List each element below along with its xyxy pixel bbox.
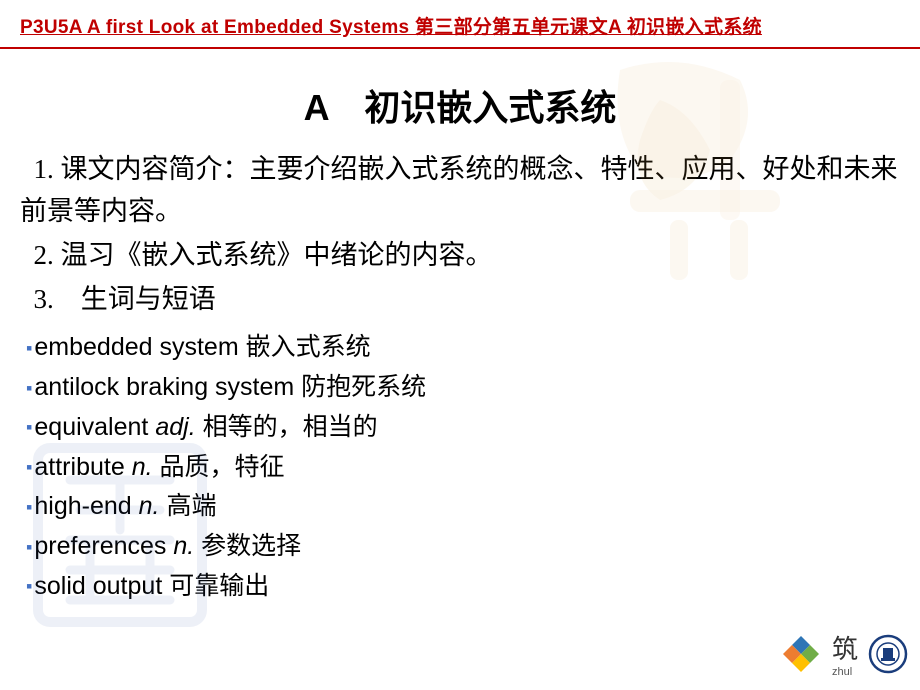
vocab-cn: 参数选择 [201, 533, 301, 560]
bullet-icon: ▪ [26, 454, 32, 482]
vocab-term: attribute [34, 453, 124, 481]
slide-title: A 初识嵌入式系统 [0, 79, 920, 131]
vocab-item: ▪solid output 可靠输出 [26, 567, 900, 607]
bullet-icon: ▪ [26, 414, 32, 442]
vocab-term: preferences [34, 532, 173, 560]
diamond-logo-icon [780, 633, 822, 675]
vocab-item: ▪preferences n. 参数选择 [26, 527, 900, 567]
paragraph-2: 2. 温习《嵌入式系统》中绪论的内容。 [20, 235, 900, 277]
vocab-pos: n. [139, 492, 160, 520]
vocab-list: ▪embedded system 嵌入式系统 ▪antilock braking… [20, 328, 900, 606]
university-seal-icon [868, 634, 908, 674]
vocab-cn: 可靠输出 [169, 573, 269, 600]
bullet-icon: ▪ [26, 494, 32, 522]
logo-subtext: zhul [832, 666, 858, 678]
vocab-term: antilock braking system [34, 373, 294, 401]
footer-logos: 筑 zhul [780, 629, 908, 678]
bullet-icon: ▪ [26, 375, 32, 403]
vocab-cn: 嵌入式系统 [246, 334, 371, 361]
vocab-item: ▪antilock braking system 防抱死系统 [26, 368, 900, 408]
vocab-term: solid output [34, 572, 162, 600]
bullet-icon: ▪ [26, 534, 32, 562]
vocab-item: ▪high-end n. 高端 [26, 487, 900, 527]
vocab-pos: n. [173, 532, 194, 560]
paragraph-1: 1. 课文内容简介：主要介绍嵌入式系统的概念、特性、应用、好处和未来前景等内容。 [20, 149, 900, 233]
vocab-cn: 高端 [166, 493, 216, 520]
vocab-cn: 防抱死系统 [301, 374, 426, 401]
vocab-term: equivalent [34, 413, 148, 441]
vocab-cn: 品质，特征 [160, 454, 285, 481]
logo-text: 筑 [832, 629, 858, 666]
logo-text-block: 筑 zhul [832, 629, 858, 678]
vocab-term: embedded system [34, 333, 238, 361]
vocab-pos: adj. [155, 413, 195, 441]
slide-header: P3U5A A first Look at Embedded Systems 第… [0, 0, 920, 49]
vocab-cn: 相等的，相当的 [203, 414, 378, 441]
paragraph-3: 3. 生词与短语 [20, 279, 900, 321]
vocab-pos: n. [132, 453, 153, 481]
vocab-item: ▪attribute n. 品质，特征 [26, 448, 900, 488]
vocab-term: high-end [34, 492, 131, 520]
content-area: 1. 课文内容简介：主要介绍嵌入式系统的概念、特性、应用、好处和未来前景等内容。… [0, 149, 920, 607]
header-text: P3U5A A first Look at Embedded Systems 第… [20, 17, 762, 38]
bullet-icon: ▪ [26, 335, 32, 363]
bullet-icon: ▪ [26, 573, 32, 601]
vocab-item: ▪equivalent adj. 相等的，相当的 [26, 408, 900, 448]
vocab-item: ▪embedded system 嵌入式系统 [26, 328, 900, 368]
